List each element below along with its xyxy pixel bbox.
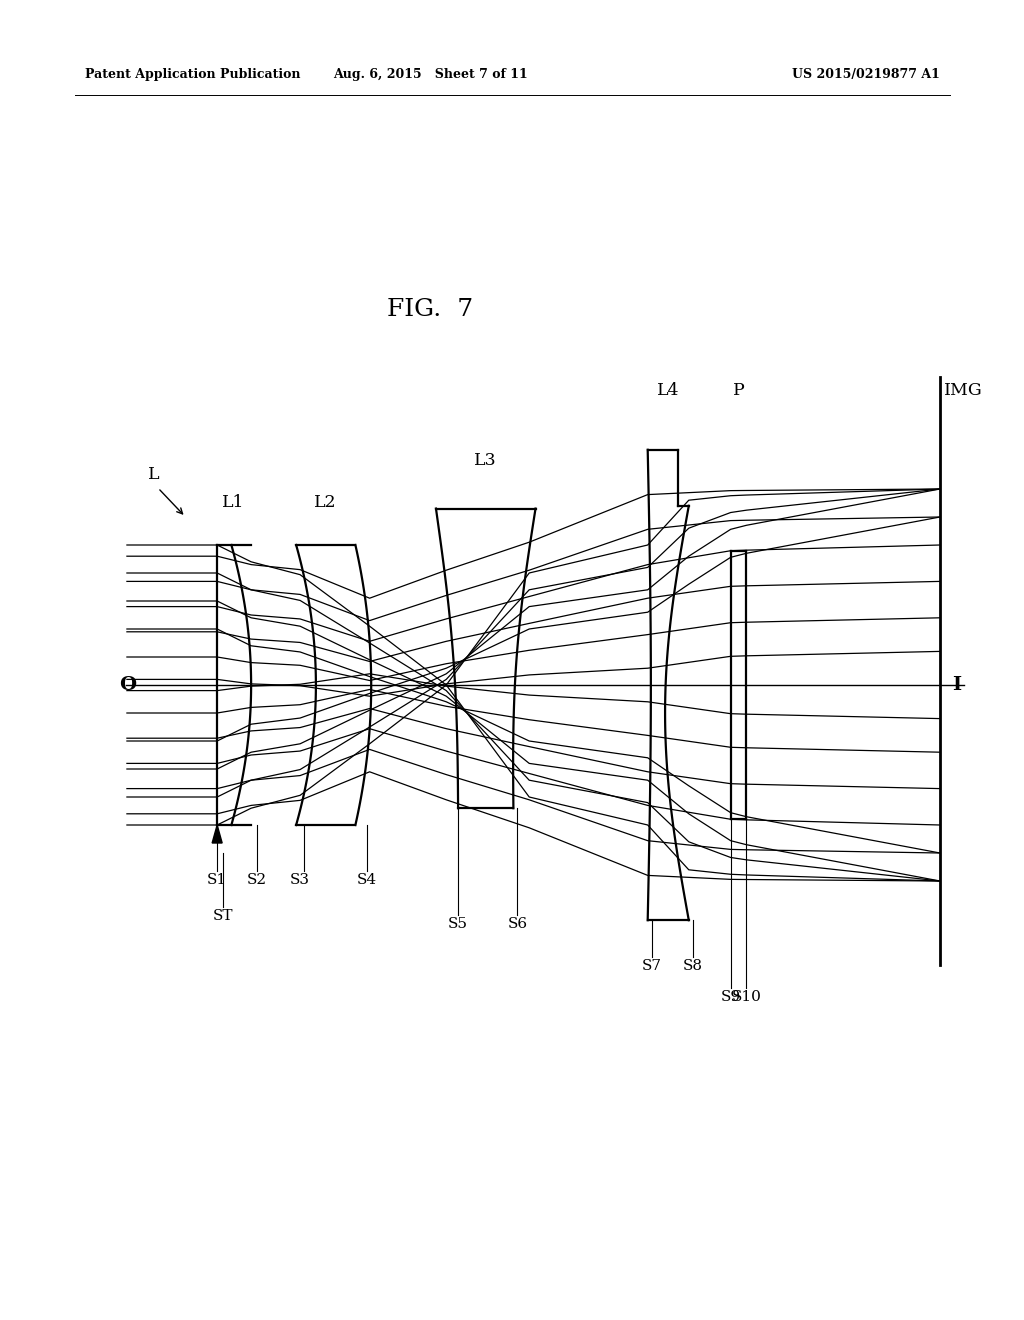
- Text: P: P: [733, 383, 744, 400]
- Text: US 2015/0219877 A1: US 2015/0219877 A1: [793, 69, 940, 81]
- Text: S2: S2: [247, 873, 266, 887]
- Text: L: L: [148, 466, 160, 483]
- Polygon shape: [212, 825, 222, 843]
- Text: S7: S7: [642, 960, 662, 973]
- Text: L3: L3: [474, 453, 497, 470]
- Text: Patent Application Publication: Patent Application Publication: [85, 69, 300, 81]
- Text: FIG.  7: FIG. 7: [387, 298, 473, 322]
- Text: S5: S5: [449, 917, 468, 932]
- Text: S3: S3: [290, 873, 310, 887]
- Text: O: O: [119, 676, 136, 694]
- Text: ST: ST: [213, 909, 233, 923]
- Text: S6: S6: [507, 917, 527, 932]
- Text: Aug. 6, 2015   Sheet 7 of 11: Aug. 6, 2015 Sheet 7 of 11: [333, 69, 527, 81]
- Text: I: I: [952, 676, 961, 694]
- Text: L2: L2: [314, 495, 337, 511]
- Text: L4: L4: [657, 383, 680, 400]
- Text: S1: S1: [207, 873, 227, 887]
- Text: IMG: IMG: [944, 383, 983, 400]
- Text: S8: S8: [683, 960, 702, 973]
- Text: L1: L1: [222, 495, 244, 511]
- Text: S10: S10: [731, 990, 762, 1005]
- Text: S9: S9: [721, 990, 740, 1005]
- Text: S4: S4: [357, 873, 377, 887]
